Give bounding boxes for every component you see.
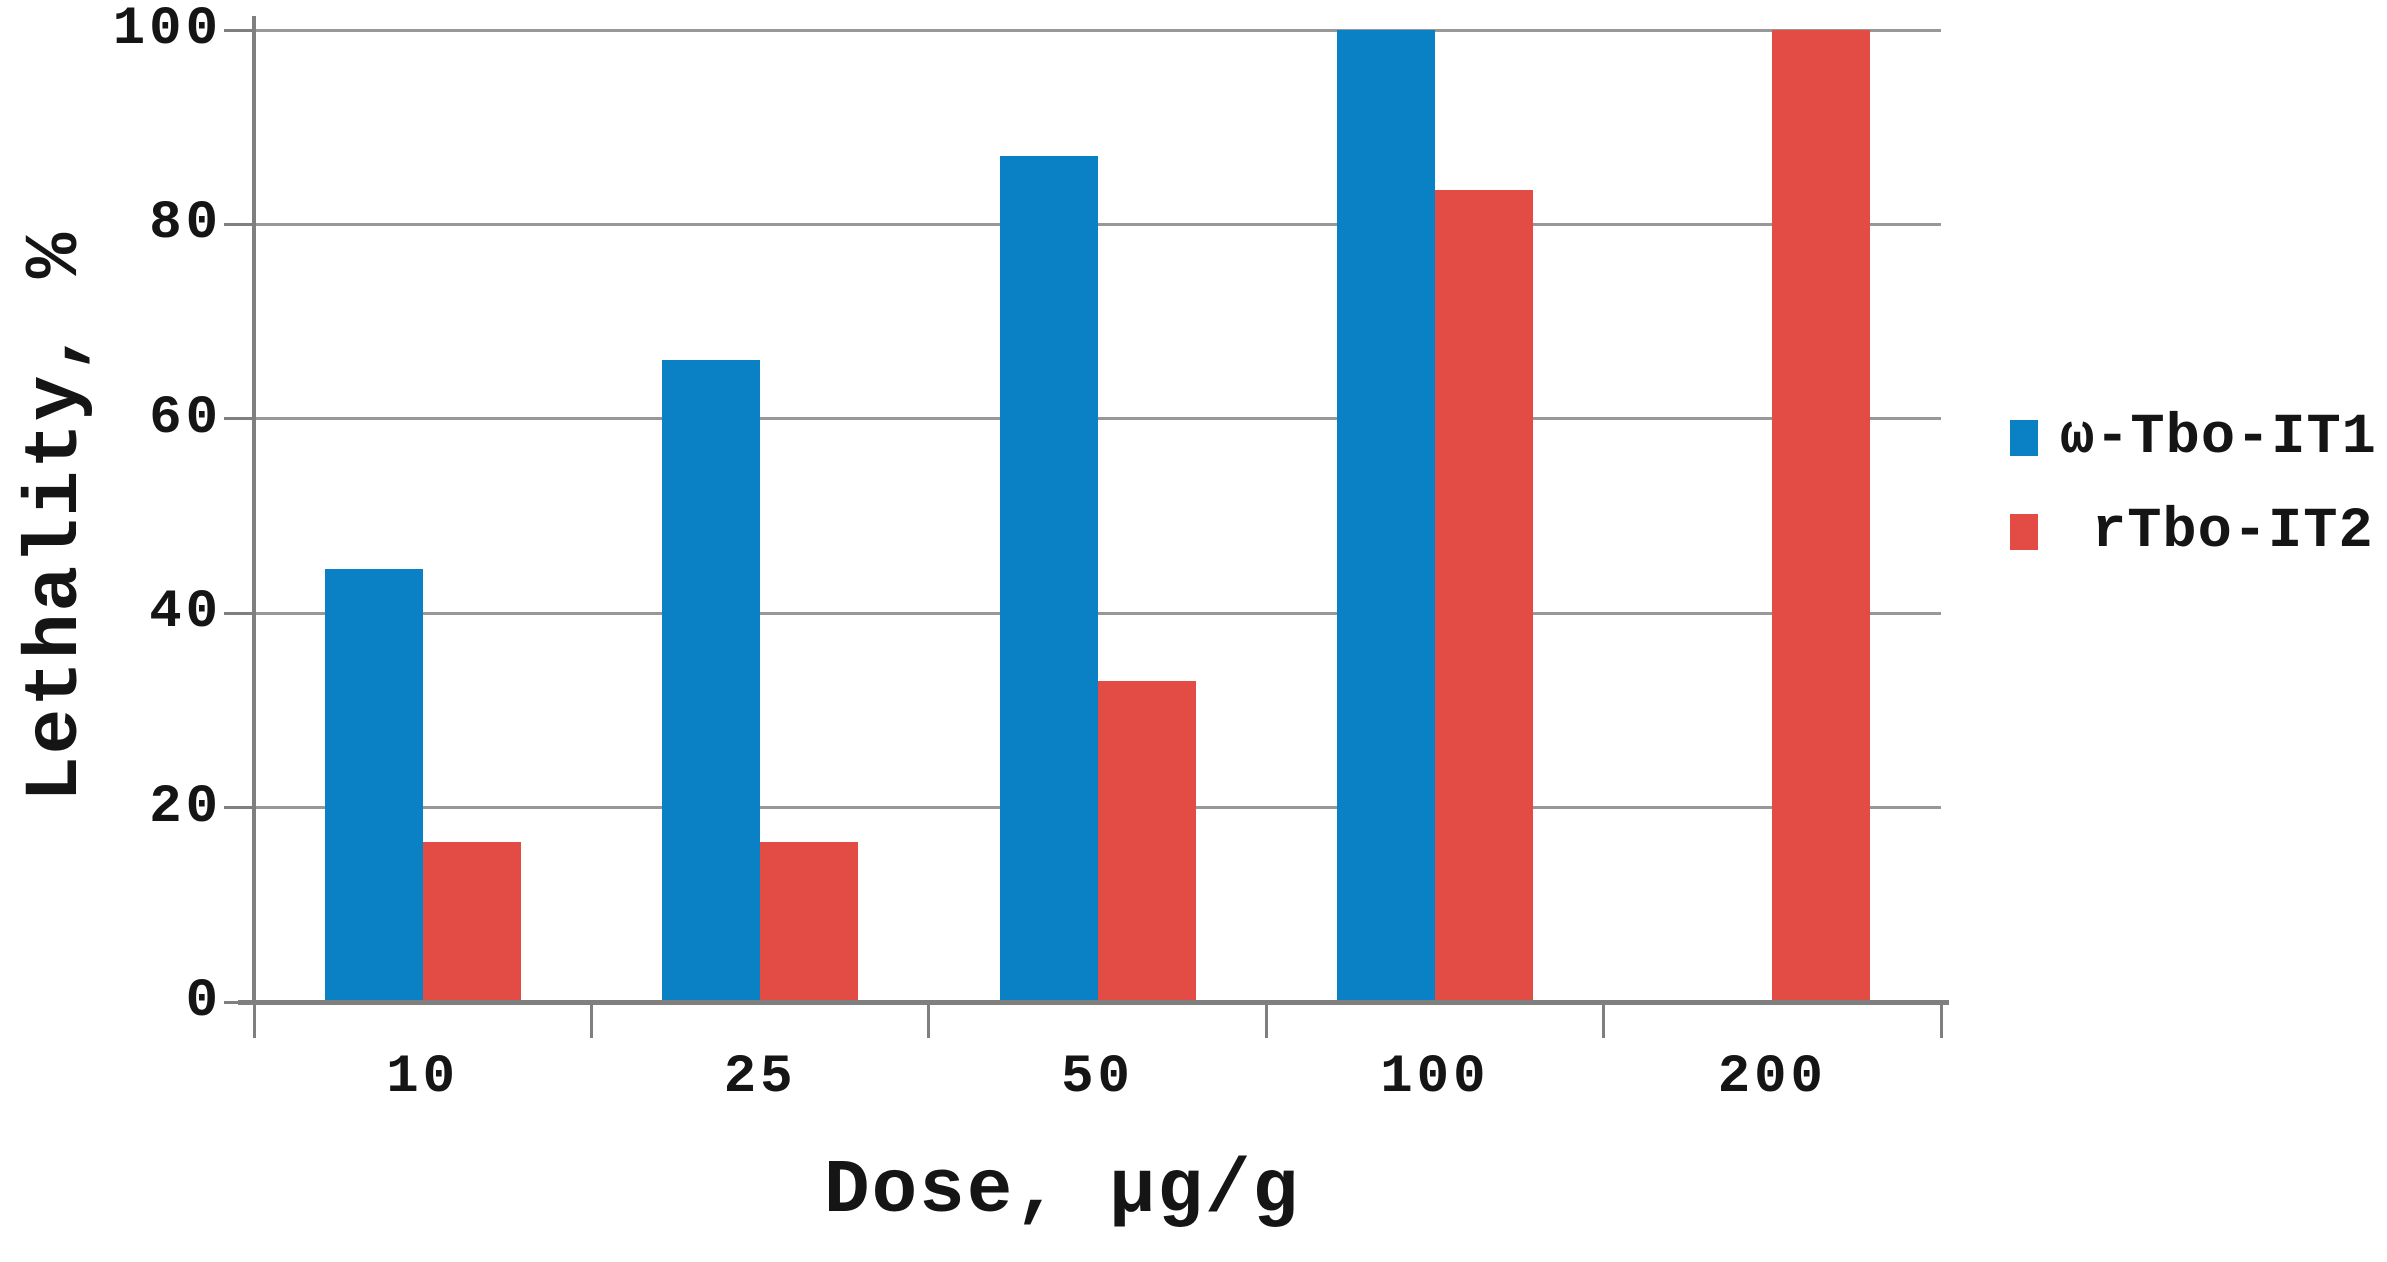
- bar-ω-Tbo-IT1-50: [999, 156, 1098, 1002]
- bar-rTbo-IT2-100: [1434, 190, 1533, 1002]
- gridline-100: [254, 28, 1941, 32]
- bar-ω-Tbo-IT1-25: [662, 360, 761, 1002]
- y-tick-mark: [224, 417, 254, 421]
- x-tick-mark: [927, 1002, 931, 1038]
- gridline-60: [254, 417, 1941, 421]
- gridline-40: [254, 611, 1941, 615]
- x-tick-mark: [1939, 1002, 1943, 1038]
- bar-ω-Tbo-IT1-10: [324, 569, 423, 1002]
- y-tick-mark: [224, 611, 254, 615]
- y-tick-mark: [224, 806, 254, 810]
- legend-swatch-icon: [2010, 514, 2038, 550]
- legend-row: ω-Tbo-IT1: [2010, 404, 2377, 472]
- x-axis-title: Dose, µg/g: [823, 1148, 1301, 1234]
- bar-rTbo-IT2-25: [760, 841, 859, 1002]
- x-tick-label: 100: [1380, 1047, 1490, 1108]
- legend-swatch-icon: [2010, 420, 2038, 456]
- x-tick-label: 200: [1717, 1047, 1827, 1108]
- gridline-80: [254, 222, 1941, 226]
- y-tick-label: 100: [112, 0, 222, 60]
- bar-rTbo-IT2-200: [1772, 30, 1871, 1002]
- x-tick-label: 50: [1061, 1047, 1134, 1108]
- bar-rTbo-IT2-10: [422, 841, 521, 1002]
- legend-row: rTbo-IT2: [2010, 498, 2377, 566]
- bar-ω-Tbo-IT1-100: [1336, 30, 1435, 1002]
- y-tick-label: 0: [185, 971, 222, 1032]
- y-tick-label: 80: [149, 193, 222, 255]
- legend-series-label: rTbo-IT2: [2092, 500, 2374, 564]
- y-axis-line: [252, 16, 256, 1004]
- y-tick-mark: [224, 28, 254, 32]
- x-tick-mark: [589, 1002, 593, 1038]
- y-tick-mark: [224, 222, 254, 226]
- legend: ω-Tbo-IT1 rTbo-IT2: [2010, 404, 2377, 592]
- legend-series-label: ω-Tbo-IT1: [2060, 406, 2377, 470]
- x-tick-label: 25: [723, 1047, 797, 1108]
- x-axis-line: [238, 1000, 1949, 1005]
- x-tick-mark: [252, 1002, 256, 1038]
- x-tick-mark: [1602, 1002, 1606, 1038]
- x-tick-mark: [1264, 1002, 1268, 1038]
- bar-rTbo-IT2-50: [1097, 681, 1196, 1002]
- y-tick-label: 60: [149, 387, 222, 449]
- x-tick-label: 10: [386, 1047, 460, 1108]
- y-tick-label: 40: [149, 582, 222, 644]
- y-tick-label: 20: [149, 776, 222, 838]
